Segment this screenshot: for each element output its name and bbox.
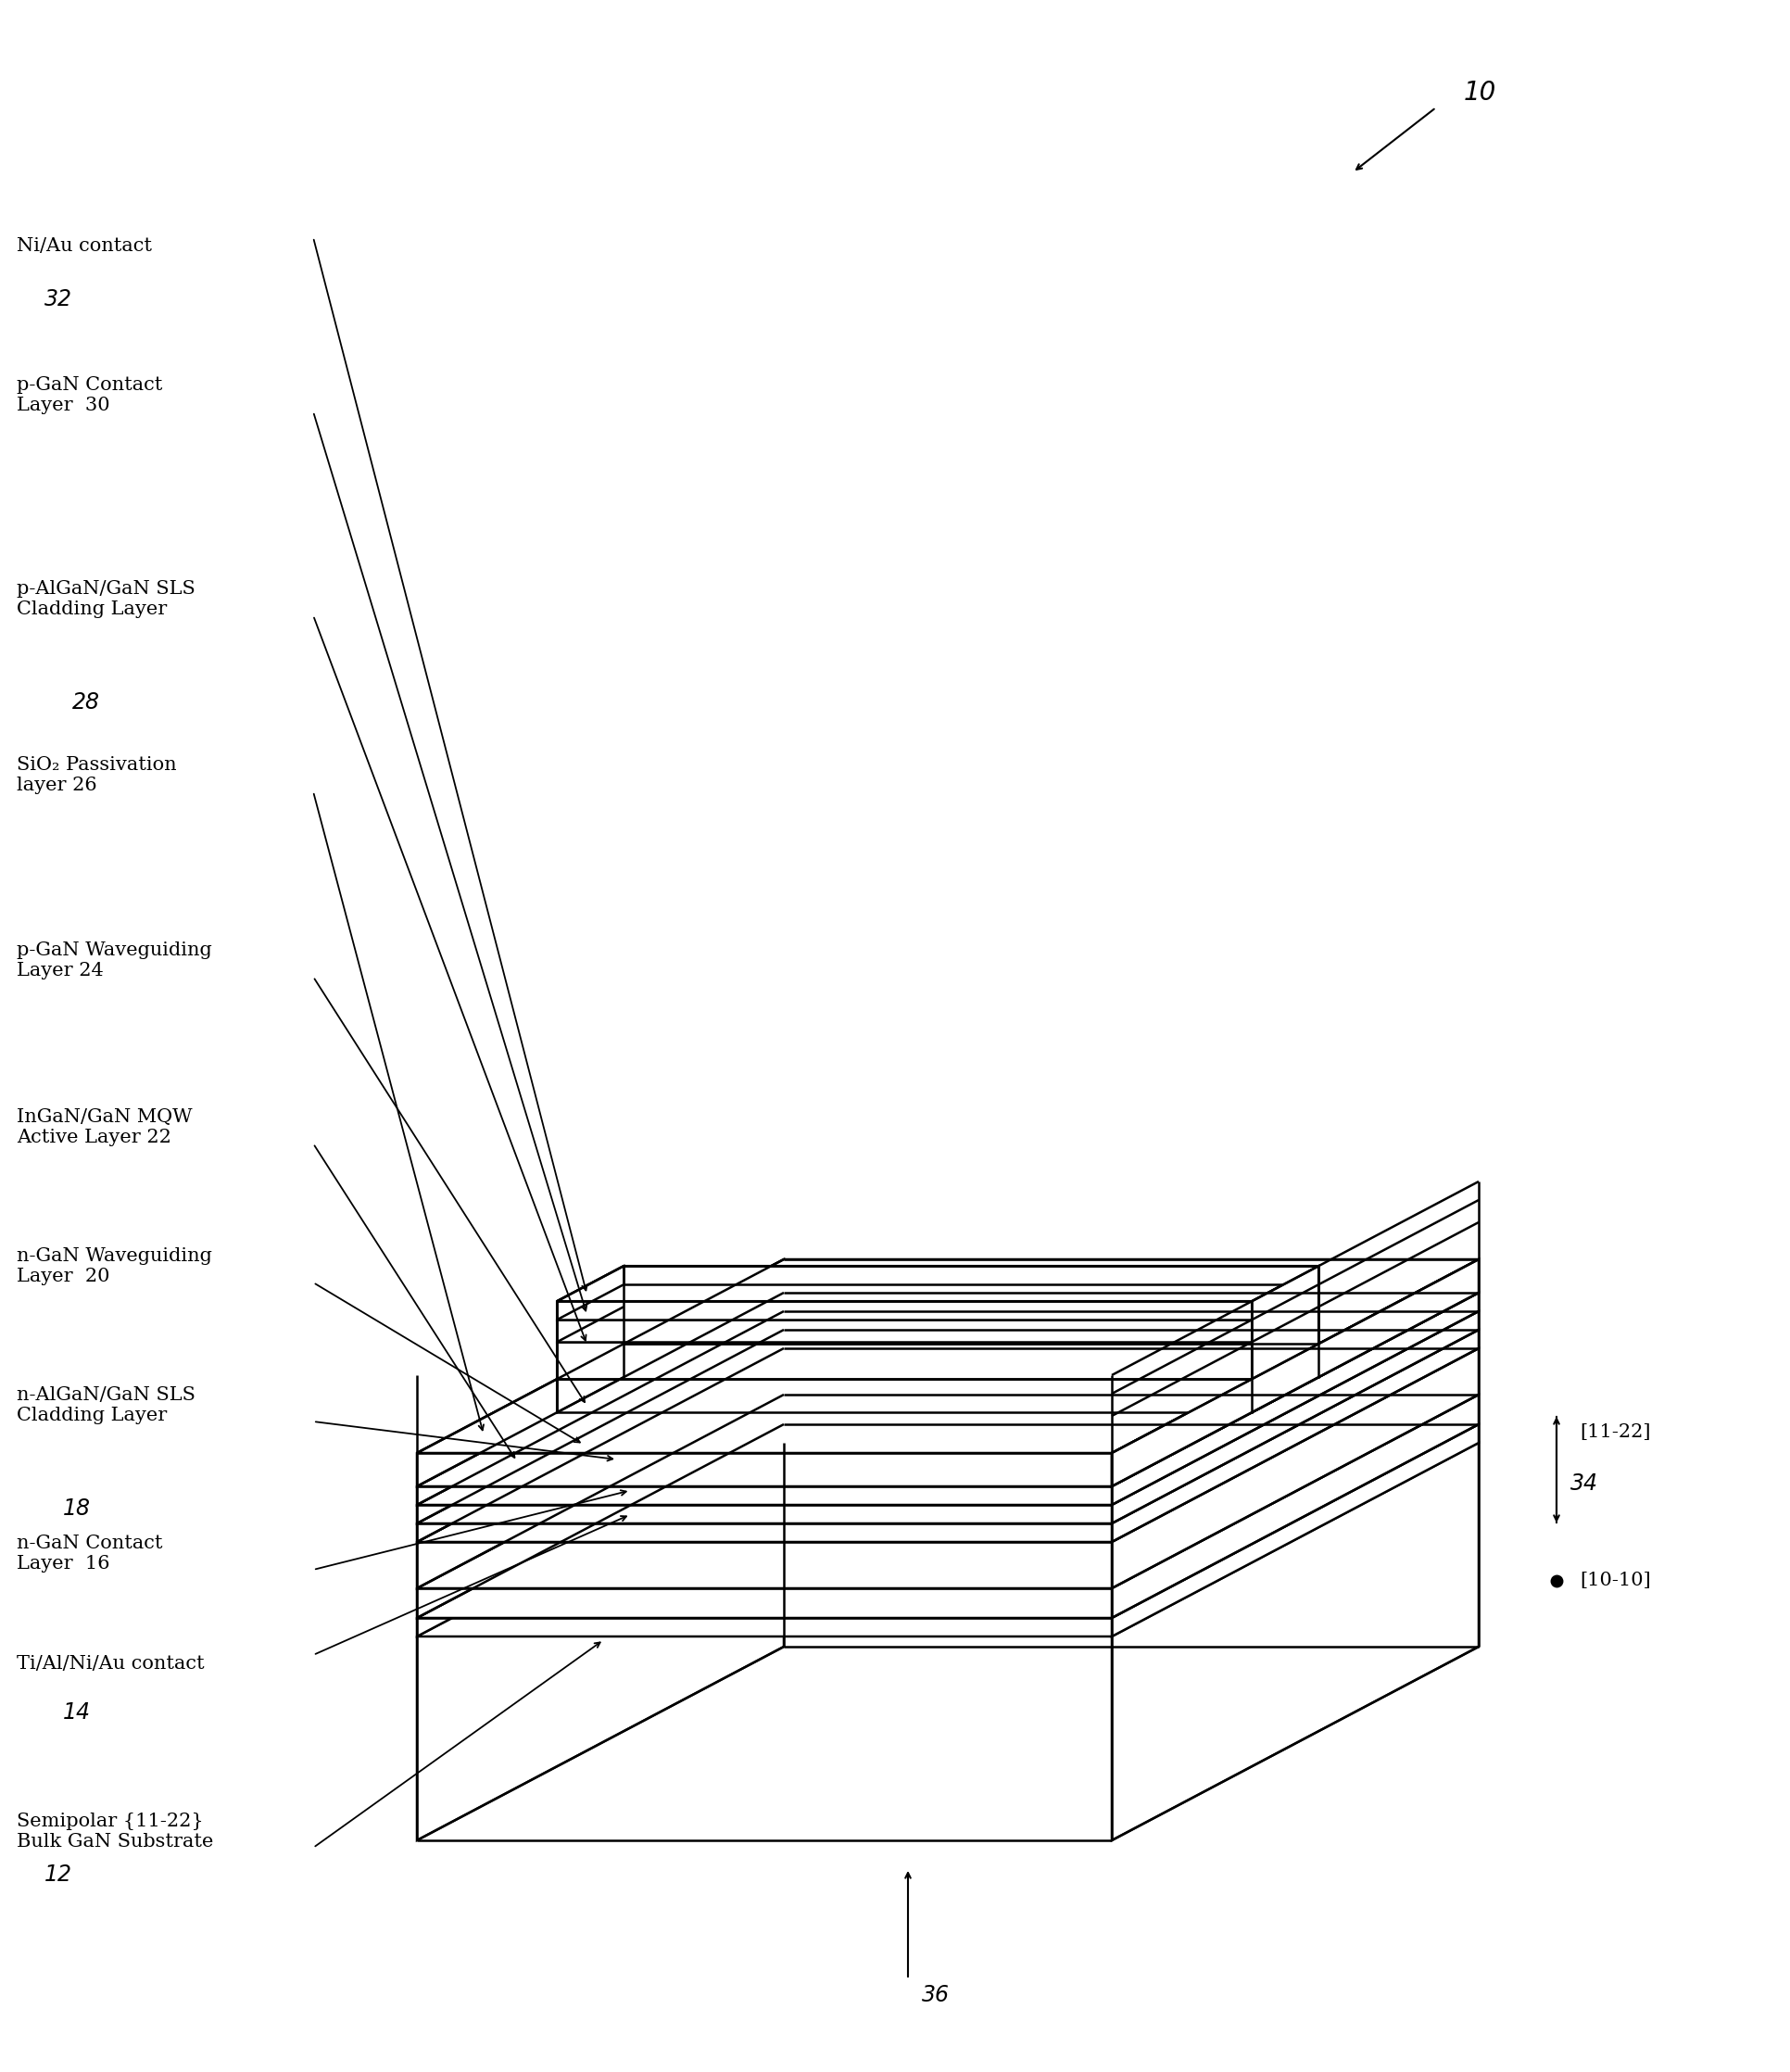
Polygon shape [557, 1343, 1251, 1380]
Text: Ni/Au contact: Ni/Au contact [16, 236, 152, 255]
Text: 32: 32 [45, 288, 72, 311]
Polygon shape [1112, 1330, 1479, 1542]
Polygon shape [557, 1345, 623, 1413]
Text: Ti/Al/Ni/Au contact: Ti/Al/Ni/Au contact [16, 1656, 204, 1672]
Text: p-GaN Contact
Layer  30: p-GaN Contact Layer 30 [16, 377, 163, 414]
Text: p-AlGaN/GaN SLS
Cladding Layer: p-AlGaN/GaN SLS Cladding Layer [16, 580, 195, 617]
Polygon shape [1251, 1266, 1317, 1413]
Text: n-GaN Contact
Layer  16: n-GaN Contact Layer 16 [16, 1535, 163, 1573]
Polygon shape [417, 1394, 784, 1618]
Polygon shape [1112, 1312, 1479, 1523]
Polygon shape [1112, 1442, 1479, 1840]
Text: 12: 12 [45, 1863, 72, 1886]
Text: InGaN/GaN MQW
Active Layer 22: InGaN/GaN MQW Active Layer 22 [16, 1109, 192, 1146]
Polygon shape [417, 1349, 784, 1589]
Polygon shape [417, 1394, 1479, 1589]
Text: 14: 14 [63, 1701, 91, 1724]
Polygon shape [557, 1285, 623, 1343]
Text: [10-10]: [10-10] [1579, 1573, 1650, 1589]
Polygon shape [623, 1266, 1317, 1285]
Polygon shape [417, 1423, 784, 1637]
Polygon shape [623, 1285, 1317, 1307]
Text: [11-22]: [11-22] [1579, 1423, 1650, 1442]
Text: 18: 18 [63, 1498, 91, 1519]
Polygon shape [417, 1312, 1479, 1504]
Text: SiO₂ Passivation
layer 26: SiO₂ Passivation layer 26 [16, 756, 177, 794]
Polygon shape [417, 1293, 1479, 1486]
Polygon shape [417, 1423, 1479, 1618]
Polygon shape [623, 1307, 1317, 1345]
Text: 10: 10 [1462, 79, 1496, 106]
Polygon shape [417, 1330, 784, 1542]
Polygon shape [557, 1266, 1317, 1301]
Polygon shape [1112, 1423, 1479, 1637]
Polygon shape [557, 1380, 1251, 1413]
Text: 28: 28 [72, 692, 100, 713]
Text: p-GaN Waveguiding
Layer 24: p-GaN Waveguiding Layer 24 [16, 941, 211, 980]
Polygon shape [557, 1320, 1251, 1343]
Polygon shape [417, 1380, 1251, 1452]
Text: 36: 36 [922, 1985, 949, 2006]
Text: 34: 34 [1570, 1473, 1597, 1494]
Polygon shape [1112, 1394, 1479, 1618]
Polygon shape [557, 1345, 1317, 1380]
Polygon shape [557, 1266, 623, 1320]
Polygon shape [623, 1260, 1479, 1345]
Polygon shape [557, 1301, 1251, 1320]
Polygon shape [623, 1345, 1317, 1378]
Text: Semipolar {11-22}
Bulk GaN Substrate: Semipolar {11-22} Bulk GaN Substrate [16, 1813, 213, 1850]
Polygon shape [1112, 1349, 1479, 1589]
Polygon shape [623, 1260, 784, 1378]
Polygon shape [417, 1293, 784, 1504]
Text: n-GaN Waveguiding
Layer  20: n-GaN Waveguiding Layer 20 [16, 1247, 211, 1285]
Polygon shape [1112, 1260, 1479, 1486]
Polygon shape [417, 1330, 1479, 1523]
Polygon shape [557, 1307, 623, 1380]
Text: n-AlGaN/GaN SLS
Cladding Layer: n-AlGaN/GaN SLS Cladding Layer [16, 1386, 195, 1423]
Polygon shape [417, 1349, 1479, 1542]
Polygon shape [557, 1307, 1317, 1343]
Polygon shape [417, 1380, 557, 1486]
Polygon shape [1112, 1260, 1479, 1486]
Polygon shape [1112, 1293, 1479, 1504]
Polygon shape [417, 1442, 1479, 1637]
Polygon shape [557, 1285, 1317, 1320]
Polygon shape [417, 1442, 784, 1840]
Polygon shape [417, 1312, 784, 1523]
